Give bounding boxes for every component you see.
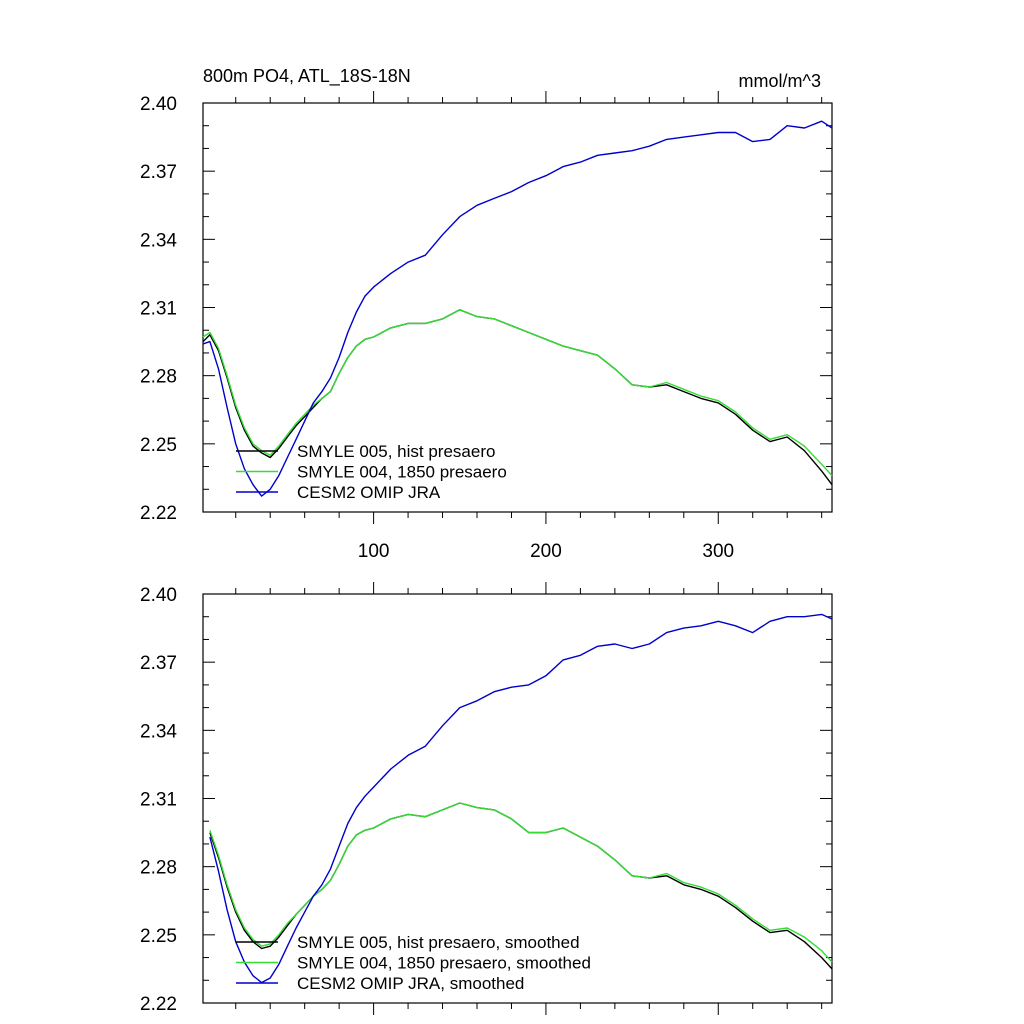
legend-label: SMYLE 005, hist presaero, smoothed [297,933,580,952]
y-tick-label: 2.34 [140,721,177,742]
y-tick-label: 2.31 [140,790,177,811]
y-tick-label: 2.37 [140,162,177,183]
legend-label: SMYLE 004, 1850 presaero [297,463,507,482]
y-tick-label: 2.28 [140,858,177,879]
y-tick-label: 2.22 [140,994,177,1015]
legend: SMYLE 005, hist presaero, smoothed SMYLE … [236,933,591,993]
y-tick-label: 2.25 [140,435,177,456]
x-tick-label: 100 [358,541,390,562]
axis-ticks [203,582,832,1015]
legend-label: CESM2 OMIP JRA, smoothed [297,974,524,993]
axis-ticks [203,91,832,524]
series-line [202,120,833,497]
y-tick-label: 2.40 [140,585,177,606]
series-line [202,309,833,477]
top-panel: 800m PO4, ATL_18S-18N mmol/m^3 2.402.372… [140,66,833,562]
chart-title: 800m PO4, ATL_18S-18N [203,66,411,87]
y-tick-label: 2.34 [140,230,177,251]
y-tick-labels: 2.40 2.37 2.34 2.31 2.28 2.25 2.22 [140,585,177,1015]
series-line [209,613,833,984]
units-label: mmol/m^3 [739,71,821,91]
y-tick-label: 2.31 [140,299,177,320]
legend: SMYLE 005, hist presaero SMYLE 004, 1850 … [236,442,507,502]
y-tick-label: 2.22 [140,503,177,524]
legend-label: SMYLE 004, 1850 presaero, smoothed [297,954,591,973]
x-tick-label: 300 [702,541,734,562]
legend-label: CESM2 OMIP JRA [297,483,441,502]
x-tick-labels: 100 200 300 [358,541,734,562]
y-tick-label: 2.37 [140,653,177,674]
series-line [209,802,833,963]
bottom-panel: 2.40 2.37 2.34 2.31 2.28 2.25 2.22 SMYLE 005, … [140,582,833,1015]
y-tick-label: 2.28 [140,367,177,388]
series-lines [209,613,833,984]
series-lines [202,120,833,497]
y-tick-label: 2.40 [140,94,177,115]
y-tick-label: 2.25 [140,926,177,947]
y-tick-labels: 2.40 2.37 2.34 2.31 2.28 2.25 2.22 [140,94,177,524]
x-tick-label: 200 [530,541,562,562]
legend-label: SMYLE 005, hist presaero [297,442,495,461]
